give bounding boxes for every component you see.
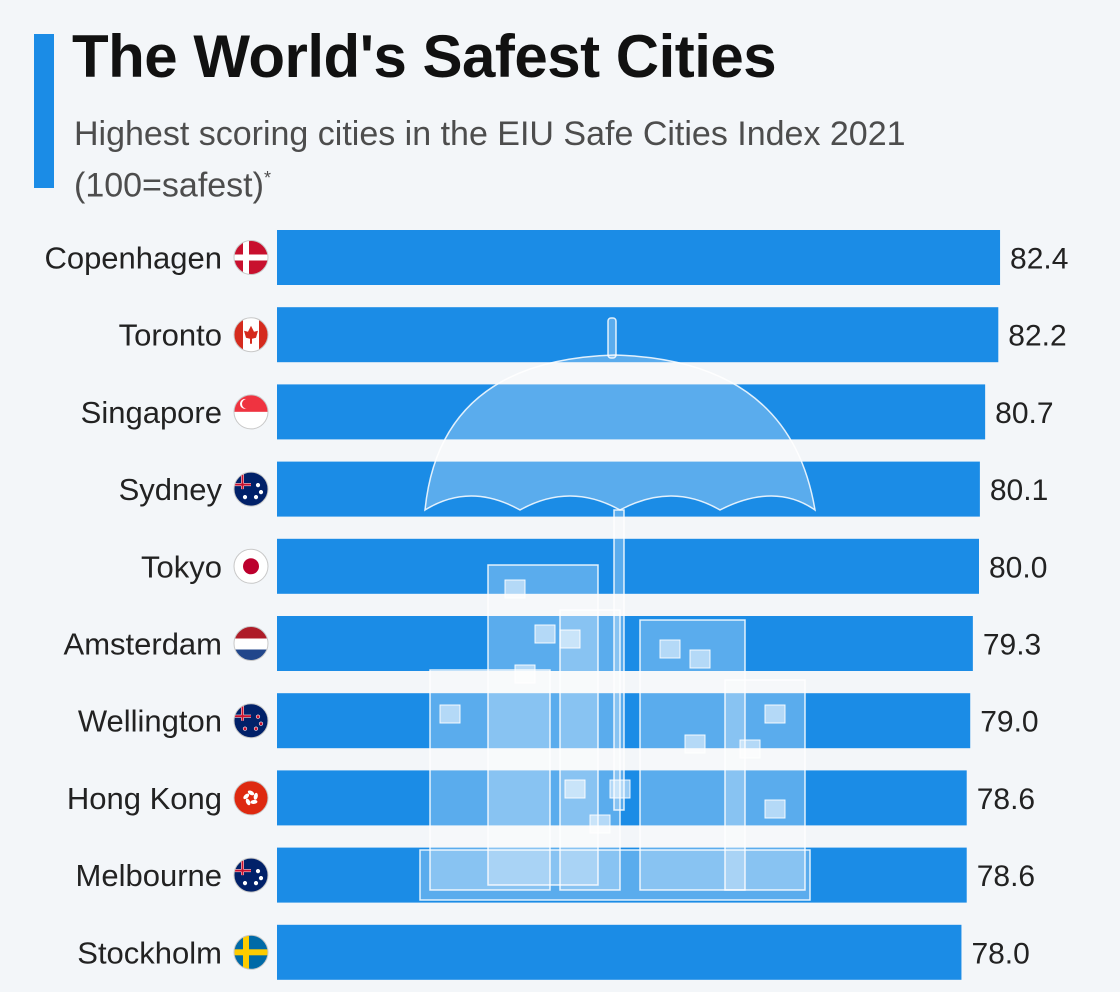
title-accent-bar — [34, 34, 54, 188]
bar-stockholm — [277, 924, 962, 980]
value-label-tokyo: 80.0 — [989, 551, 1047, 584]
bar-amsterdam — [277, 616, 973, 671]
chart-title: The World's Safest Cities — [72, 23, 777, 90]
bar-copenhagen — [277, 230, 1001, 285]
value-label-melbourne: 78.6 — [977, 860, 1035, 893]
category-label-stockholm: Stockholm — [77, 935, 222, 970]
hong-kong-flag-icon — [233, 780, 269, 816]
denmark-flag-icon — [233, 240, 269, 275]
singapore-flag-icon — [233, 394, 269, 430]
value-label-hong-kong: 78.6 — [977, 783, 1035, 816]
value-label-singapore: 80.7 — [995, 397, 1053, 430]
value-label-toronto: 82.2 — [1008, 320, 1066, 353]
bar-singapore — [277, 384, 986, 440]
australia-flag-icon — [233, 857, 269, 893]
category-label-wellington: Wellington — [78, 704, 222, 739]
bars — [277, 230, 1001, 980]
bar-hong-kong — [277, 770, 967, 826]
category-label-sydney: Sydney — [119, 472, 223, 507]
japan-flag-icon — [233, 548, 269, 584]
value-label-sydney: 80.1 — [990, 474, 1048, 507]
bar-toronto — [277, 307, 999, 363]
chart-subtitle-text: Highest scoring cities in the EIU Safe C… — [74, 115, 906, 205]
bar-wellington — [277, 693, 971, 749]
canada-flag-icon — [233, 317, 269, 353]
australia-flag-icon — [233, 471, 269, 507]
labels: Copenhagen 82.4 Toronto 82.2 Singapore 80.7 Sy… — [44, 240, 1068, 970]
value-label-amsterdam: 79.3 — [983, 629, 1041, 662]
chart-subtitle: Highest scoring cities in the EIU Safe C… — [74, 112, 1074, 207]
new-zealand-flag-icon — [233, 703, 269, 739]
bar-tokyo — [277, 538, 979, 594]
category-label-tokyo: Tokyo — [141, 549, 222, 584]
value-label-wellington: 79.0 — [980, 706, 1038, 739]
sweden-flag-icon — [233, 934, 269, 970]
footnote-marker: * — [263, 168, 271, 188]
category-label-singapore: Singapore — [81, 395, 222, 430]
bar-sydney — [277, 461, 980, 517]
category-label-amsterdam: Amsterdam — [64, 627, 222, 662]
category-label-copenhagen: Copenhagen — [44, 241, 222, 276]
category-label-hong-kong: Hong Kong — [67, 781, 222, 816]
bar-melbourne — [277, 847, 967, 903]
value-label-copenhagen: 82.4 — [1010, 243, 1068, 276]
netherlands-flag-icon — [233, 626, 269, 661]
category-label-toronto: Toronto — [119, 318, 222, 353]
value-label-stockholm: 78.0 — [971, 937, 1029, 970]
category-label-melbourne: Melbourne — [76, 858, 222, 893]
